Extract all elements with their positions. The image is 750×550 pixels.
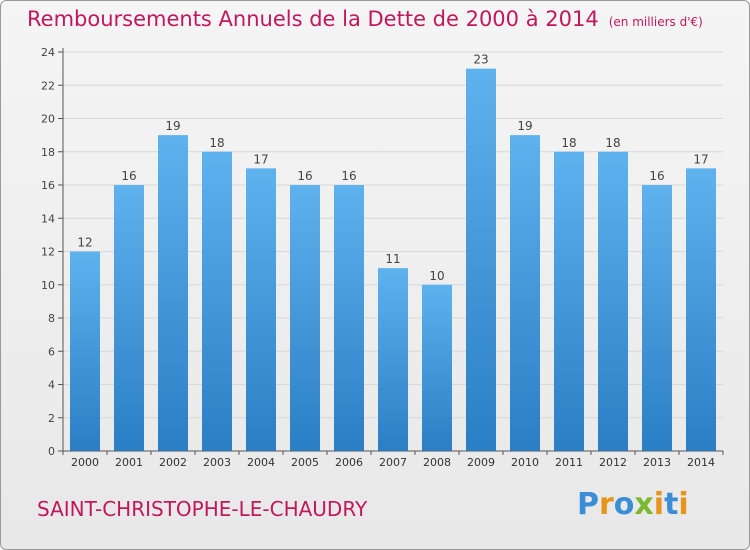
logo-letter: x xyxy=(634,487,654,522)
bar-2008 xyxy=(422,284,452,451)
y-tick-label: 6 xyxy=(48,345,55,358)
data-label-2007: 11 xyxy=(385,252,400,266)
bars xyxy=(70,68,716,451)
data-label-2011: 18 xyxy=(561,136,576,150)
y-tick-label: 0 xyxy=(48,445,55,458)
proxiti-logo: Proxiti xyxy=(577,487,689,522)
x-tick-label-2011: 2011 xyxy=(555,456,583,469)
chart-title: Remboursements Annuels de la Dette de 20… xyxy=(27,7,703,31)
bar-2007 xyxy=(378,268,408,451)
y-tick-label: 4 xyxy=(48,379,55,392)
logo-letter: o xyxy=(613,487,635,522)
data-label-2002: 19 xyxy=(165,119,180,133)
bar-2004 xyxy=(246,168,276,451)
x-tick-label-2010: 2010 xyxy=(511,456,539,469)
logo-letter: i xyxy=(678,487,689,522)
bar-2011 xyxy=(554,151,584,451)
y-tick-label: 8 xyxy=(48,312,55,325)
y-tick-label: 18 xyxy=(41,146,55,159)
x-tick-label-2006: 2006 xyxy=(335,456,363,469)
x-tick-label-2009: 2009 xyxy=(467,456,495,469)
bar-2006 xyxy=(334,185,364,451)
x-tick-label-2003: 2003 xyxy=(203,456,231,469)
bar-2003 xyxy=(202,151,232,451)
y-tick-label: 16 xyxy=(41,179,55,192)
data-label-2001: 16 xyxy=(121,169,136,183)
data-label-2013: 16 xyxy=(649,169,664,183)
bar-2000 xyxy=(70,251,100,451)
data-label-2003: 18 xyxy=(209,136,224,150)
chart-title-main: Remboursements Annuels de la Dette de 20… xyxy=(27,7,599,31)
commune-name: SAINT-CHRISTOPHE-LE-CHAUDRY xyxy=(37,497,368,521)
logo-letter: i xyxy=(653,487,665,522)
data-labels: 12 16 19 18 17 16 16 11 10 23 19 18 18 16 17 xyxy=(77,53,708,283)
x-tick-label-2014: 2014 xyxy=(687,456,715,469)
y-tick-label: 2 xyxy=(48,412,55,425)
y-tick-label: 14 xyxy=(41,212,55,225)
data-label-2008: 10 xyxy=(429,269,444,283)
x-tick-label-2002: 2002 xyxy=(159,456,187,469)
data-label-2014: 17 xyxy=(693,152,708,166)
y-tick-label: 20 xyxy=(41,113,55,126)
data-label-2000: 12 xyxy=(77,236,92,250)
x-tick-label-2000: 2000 xyxy=(71,456,99,469)
x-tick-label-2007: 2007 xyxy=(379,456,407,469)
bar-2010 xyxy=(510,135,540,451)
y-tick-label: 22 xyxy=(41,79,55,92)
bar-2013 xyxy=(642,185,672,451)
logo-letter: P xyxy=(577,487,599,522)
y-tick-label: 10 xyxy=(41,279,55,292)
x-tick-label-2012: 2012 xyxy=(599,456,627,469)
logo-letter: r xyxy=(599,487,614,522)
bar-2009 xyxy=(466,68,496,451)
x-tick-label-2008: 2008 xyxy=(423,456,451,469)
bar-2001 xyxy=(114,185,144,451)
bar-2012 xyxy=(598,151,628,451)
x-tick-label-2001: 2001 xyxy=(115,456,143,469)
data-label-2012: 18 xyxy=(605,136,620,150)
data-label-2004: 17 xyxy=(253,152,268,166)
bar-2005 xyxy=(290,185,320,451)
x-tick-label-2013: 2013 xyxy=(643,456,671,469)
x-tick-label-2004: 2004 xyxy=(247,456,275,469)
bar-2014 xyxy=(686,168,716,451)
bar-2002 xyxy=(158,135,188,451)
logo-letter: t xyxy=(664,487,679,522)
x-tick-label-2005: 2005 xyxy=(291,456,319,469)
y-tick-label: 24 xyxy=(41,46,55,59)
data-label-2006: 16 xyxy=(341,169,356,183)
data-label-2010: 19 xyxy=(517,119,532,133)
data-label-2005: 16 xyxy=(297,169,312,183)
chart-title-unit: (en milliers d'€) xyxy=(608,15,703,29)
data-label-2009: 23 xyxy=(473,53,488,67)
y-tick-label: 12 xyxy=(41,246,55,259)
